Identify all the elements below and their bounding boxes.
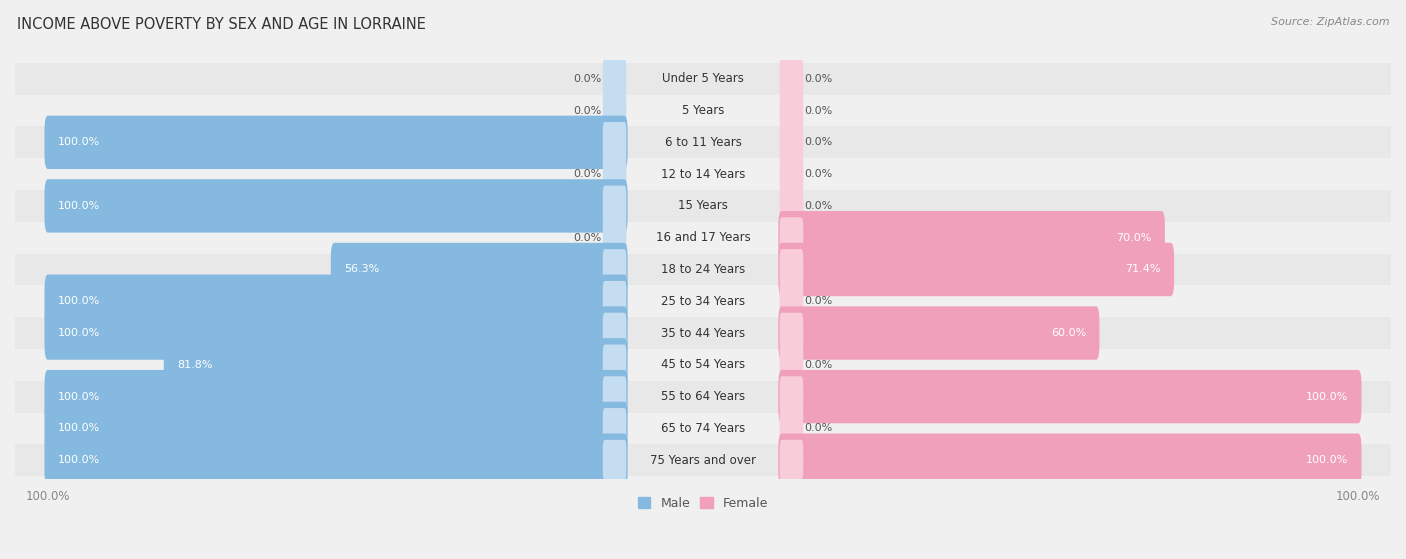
- Text: 56.3%: 56.3%: [344, 264, 380, 274]
- Text: 100.0%: 100.0%: [58, 296, 100, 306]
- FancyBboxPatch shape: [45, 433, 627, 487]
- Text: 0.0%: 0.0%: [574, 233, 602, 243]
- FancyBboxPatch shape: [780, 344, 803, 385]
- Text: 0.0%: 0.0%: [804, 360, 832, 370]
- Text: 16 and 17 Years: 16 and 17 Years: [655, 231, 751, 244]
- FancyBboxPatch shape: [603, 344, 626, 385]
- FancyBboxPatch shape: [780, 186, 803, 226]
- Text: 25 to 34 Years: 25 to 34 Years: [661, 295, 745, 308]
- FancyBboxPatch shape: [603, 122, 626, 163]
- Text: Under 5 Years: Under 5 Years: [662, 72, 744, 86]
- FancyBboxPatch shape: [779, 211, 1166, 264]
- Bar: [15, 222, 1391, 254]
- Text: 45 to 54 Years: 45 to 54 Years: [661, 358, 745, 371]
- FancyBboxPatch shape: [779, 370, 1361, 423]
- FancyBboxPatch shape: [780, 281, 803, 321]
- Text: 0.0%: 0.0%: [574, 169, 602, 179]
- FancyBboxPatch shape: [603, 217, 626, 258]
- Bar: [15, 254, 1391, 286]
- Text: INCOME ABOVE POVERTY BY SEX AND AGE IN LORRAINE: INCOME ABOVE POVERTY BY SEX AND AGE IN L…: [17, 17, 426, 32]
- Text: 0.0%: 0.0%: [804, 201, 832, 211]
- FancyBboxPatch shape: [603, 186, 626, 226]
- FancyBboxPatch shape: [45, 370, 627, 423]
- Text: Source: ZipAtlas.com: Source: ZipAtlas.com: [1271, 17, 1389, 27]
- FancyBboxPatch shape: [603, 249, 626, 290]
- Text: 15 Years: 15 Years: [678, 200, 728, 212]
- FancyBboxPatch shape: [603, 59, 626, 99]
- Legend: Male, Female: Male, Female: [633, 492, 773, 515]
- FancyBboxPatch shape: [45, 274, 627, 328]
- FancyBboxPatch shape: [780, 249, 803, 290]
- FancyBboxPatch shape: [330, 243, 627, 296]
- FancyBboxPatch shape: [780, 154, 803, 195]
- Text: 0.0%: 0.0%: [574, 74, 602, 84]
- Bar: [15, 126, 1391, 158]
- FancyBboxPatch shape: [603, 408, 626, 449]
- Bar: [15, 413, 1391, 444]
- FancyBboxPatch shape: [45, 116, 627, 169]
- Bar: [15, 94, 1391, 126]
- Text: 60.0%: 60.0%: [1052, 328, 1087, 338]
- Bar: [15, 381, 1391, 413]
- Bar: [15, 317, 1391, 349]
- Text: 0.0%: 0.0%: [804, 169, 832, 179]
- FancyBboxPatch shape: [603, 376, 626, 417]
- FancyBboxPatch shape: [780, 90, 803, 131]
- FancyBboxPatch shape: [780, 59, 803, 99]
- Text: 71.4%: 71.4%: [1126, 264, 1161, 274]
- FancyBboxPatch shape: [780, 376, 803, 417]
- Text: 0.0%: 0.0%: [804, 296, 832, 306]
- Bar: [15, 349, 1391, 381]
- Text: 100.0%: 100.0%: [58, 392, 100, 401]
- Text: 100.0%: 100.0%: [1306, 392, 1348, 401]
- Text: 100.0%: 100.0%: [58, 455, 100, 465]
- Bar: [15, 158, 1391, 190]
- FancyBboxPatch shape: [779, 243, 1174, 296]
- Text: 100.0%: 100.0%: [58, 423, 100, 433]
- Text: 75 Years and over: 75 Years and over: [650, 454, 756, 467]
- Text: 18 to 24 Years: 18 to 24 Years: [661, 263, 745, 276]
- Text: 0.0%: 0.0%: [804, 106, 832, 116]
- FancyBboxPatch shape: [780, 312, 803, 353]
- Text: 6 to 11 Years: 6 to 11 Years: [665, 136, 741, 149]
- FancyBboxPatch shape: [603, 440, 626, 481]
- Bar: [15, 63, 1391, 94]
- FancyBboxPatch shape: [779, 433, 1361, 487]
- FancyBboxPatch shape: [45, 179, 627, 233]
- FancyBboxPatch shape: [45, 402, 627, 455]
- Text: 5 Years: 5 Years: [682, 104, 724, 117]
- Text: 100.0%: 100.0%: [58, 138, 100, 148]
- FancyBboxPatch shape: [780, 440, 803, 481]
- Text: 0.0%: 0.0%: [804, 138, 832, 148]
- Text: 12 to 14 Years: 12 to 14 Years: [661, 168, 745, 181]
- Text: 100.0%: 100.0%: [1306, 455, 1348, 465]
- FancyBboxPatch shape: [603, 90, 626, 131]
- FancyBboxPatch shape: [780, 408, 803, 449]
- Text: 81.8%: 81.8%: [177, 360, 212, 370]
- Text: 70.0%: 70.0%: [1116, 233, 1152, 243]
- Text: 100.0%: 100.0%: [58, 328, 100, 338]
- Text: 0.0%: 0.0%: [574, 106, 602, 116]
- FancyBboxPatch shape: [779, 306, 1099, 360]
- Text: 35 to 44 Years: 35 to 44 Years: [661, 326, 745, 339]
- FancyBboxPatch shape: [163, 338, 627, 391]
- Bar: [15, 286, 1391, 317]
- Text: 55 to 64 Years: 55 to 64 Years: [661, 390, 745, 403]
- FancyBboxPatch shape: [780, 217, 803, 258]
- Text: 0.0%: 0.0%: [804, 74, 832, 84]
- FancyBboxPatch shape: [45, 306, 627, 360]
- Bar: [15, 444, 1391, 476]
- FancyBboxPatch shape: [603, 312, 626, 353]
- FancyBboxPatch shape: [603, 154, 626, 195]
- Text: 65 to 74 Years: 65 to 74 Years: [661, 422, 745, 435]
- Text: 0.0%: 0.0%: [804, 423, 832, 433]
- FancyBboxPatch shape: [603, 281, 626, 321]
- Text: 100.0%: 100.0%: [58, 201, 100, 211]
- FancyBboxPatch shape: [780, 122, 803, 163]
- Bar: [15, 190, 1391, 222]
